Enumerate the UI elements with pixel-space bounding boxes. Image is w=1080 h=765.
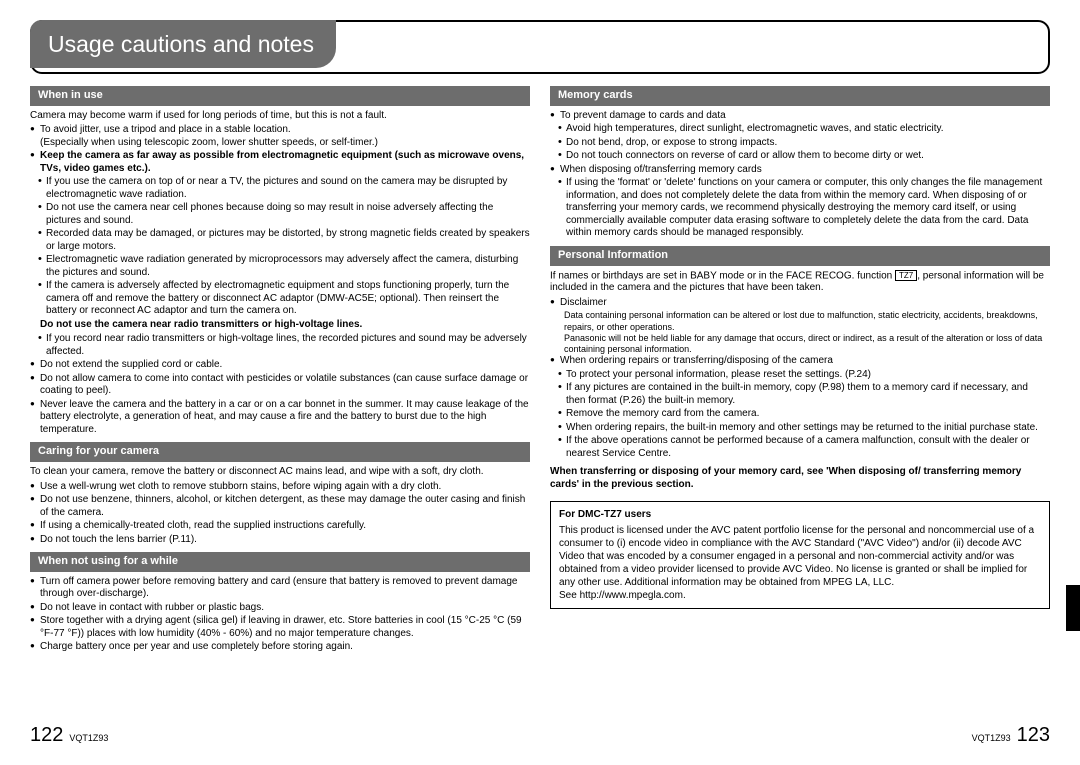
right-column: Memory cards To prevent damage to cards … — [550, 86, 1050, 655]
section-header-memory: Memory cards — [550, 86, 1050, 106]
bullet-list: To avoid jitter, use a tripod and place … — [30, 124, 530, 175]
section-header-not-using: When not using for a while — [30, 552, 530, 572]
sub-list: If you use the camera on top of or near … — [30, 176, 530, 318]
box-text: This product is licensed under the AVC p… — [559, 524, 1041, 589]
sub-item: To protect your personal information, pl… — [558, 369, 1050, 382]
list-item: Do not extend the supplied cord or cable… — [30, 359, 530, 372]
intro-text: Camera may become warm if used for long … — [30, 110, 530, 123]
footer-left: 122 VQT1Z93 — [30, 724, 114, 747]
bullet-list: Disclaimer — [550, 297, 1050, 310]
box-title: For DMC-TZ7 users — [559, 508, 1041, 521]
bold-note: Do not use the camera near radio transmi… — [30, 319, 530, 332]
sub-item: Remove the memory card from the camera. — [558, 408, 1050, 421]
license-box: For DMC-TZ7 users This product is licens… — [550, 501, 1050, 609]
sub-item: If the camera is adversely affected by e… — [38, 280, 530, 318]
list-item: When disposing of/transferring memory ca… — [550, 164, 1050, 177]
intro-part1: If names or birthdays are set in BABY mo… — [550, 270, 895, 281]
sub-item: If any pictures are contained in the bui… — [558, 382, 1050, 407]
intro-text: To clean your camera, remove the battery… — [30, 466, 530, 479]
sub-item: When ordering repairs, the built-in memo… — [558, 422, 1050, 435]
page-title: Usage cautions and notes — [30, 20, 336, 68]
bold-note: When transferring or disposing of your m… — [550, 466, 1050, 491]
list-item: When ordering repairs or transferring/di… — [550, 355, 1050, 368]
title-frame: Usage cautions and notes — [30, 20, 1050, 74]
list-item: To avoid jitter, use a tripod and place … — [30, 124, 530, 149]
bullet-list: To prevent damage to cards and data — [550, 110, 1050, 123]
footer-right: VQT1Z93 123 — [966, 724, 1050, 747]
list-item: Do not touch the lens barrier (P.11). — [30, 534, 530, 547]
sub-item: Recorded data may be damaged, or picture… — [38, 228, 530, 253]
list-item: Do not allow camera to come into contact… — [30, 373, 530, 398]
disclaimer-text: Panasonic will not be held liable for an… — [550, 333, 1050, 356]
section-header-caring: Caring for your camera — [30, 442, 530, 462]
paren-text: (Especially when using telescopic zoom, … — [40, 137, 378, 148]
content-columns: When in use Camera may become warm if us… — [30, 86, 1050, 655]
bullet-list: Turn off camera power before removing ba… — [30, 576, 530, 654]
sub-item: Electromagnetic wave radiation generated… — [38, 254, 530, 279]
bullet-list: When disposing of/transferring memory ca… — [550, 164, 1050, 177]
page-number-left: 122 — [30, 724, 63, 747]
section-header-when-in-use: When in use — [30, 86, 530, 106]
sub-list: If you record near radio transmitters or… — [30, 333, 530, 358]
list-item: Store together with a drying agent (sili… — [30, 615, 530, 640]
footer: 122 VQT1Z93 VQT1Z93 123 — [30, 724, 1050, 747]
sub-item: If using the 'format' or 'delete' functi… — [558, 177, 1050, 240]
list-item: Do not leave in contact with rubber or p… — [30, 602, 530, 615]
edge-tab — [1066, 585, 1080, 631]
intro-text: If names or birthdays are set in BABY mo… — [550, 270, 1050, 295]
doc-id: VQT1Z93 — [69, 733, 108, 743]
list-item: Never leave the camera and the battery i… — [30, 399, 530, 437]
page-number-right: 123 — [1017, 724, 1050, 747]
bullet-list: Do not extend the supplied cord or cable… — [30, 359, 530, 436]
sub-item: Do not use the camera near cell phones b… — [38, 202, 530, 227]
list-item: To prevent damage to cards and data — [550, 110, 1050, 123]
manual-page: Usage cautions and notes When in use Cam… — [0, 0, 1080, 765]
sub-item: Avoid high temperatures, direct sunlight… — [558, 123, 1050, 136]
list-item: Charge battery once per year and use com… — [30, 641, 530, 654]
bullet-list: When ordering repairs or transferring/di… — [550, 355, 1050, 368]
sub-item: If you record near radio transmitters or… — [38, 333, 530, 358]
list-item: If using a chemically-treated cloth, rea… — [30, 520, 530, 533]
disclaimer-text: Data containing personal information can… — [550, 310, 1050, 333]
list-item: Do not use benzene, thinners, alcohol, o… — [30, 494, 530, 519]
doc-id: VQT1Z93 — [972, 733, 1011, 743]
sub-item: If the above operations cannot be perfor… — [558, 435, 1050, 460]
list-item: Turn off camera power before removing ba… — [30, 576, 530, 601]
left-column: When in use Camera may become warm if us… — [30, 86, 530, 655]
item-text: To avoid jitter, use a tripod and place … — [40, 124, 291, 135]
sub-list: To protect your personal information, pl… — [550, 369, 1050, 461]
sub-list: If using the 'format' or 'delete' functi… — [550, 177, 1050, 240]
list-item: Disclaimer — [550, 297, 1050, 310]
list-item: Use a well-wrung wet cloth to remove stu… — [30, 481, 530, 494]
section-header-personal: Personal Information — [550, 246, 1050, 266]
sub-item: Do not touch connectors on reverse of ca… — [558, 150, 1050, 163]
box-url: See http://www.mpegla.com. — [559, 589, 1041, 602]
model-tag: TZ7 — [895, 270, 917, 282]
list-item-bold: Keep the camera as far away as possible … — [30, 150, 530, 175]
sub-item: If you use the camera on top of or near … — [38, 176, 530, 201]
sub-list: Avoid high temperatures, direct sunlight… — [550, 123, 1050, 163]
sub-item: Do not bend, drop, or expose to strong i… — [558, 137, 1050, 150]
bullet-list: Use a well-wrung wet cloth to remove stu… — [30, 481, 530, 547]
